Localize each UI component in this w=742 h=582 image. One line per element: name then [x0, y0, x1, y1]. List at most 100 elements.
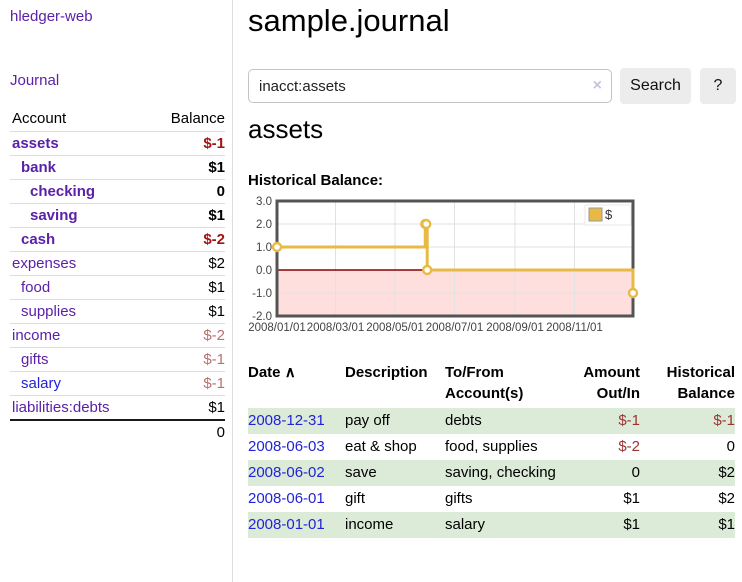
- account-row: salary $-1: [10, 371, 225, 396]
- data-point-marker: [627, 287, 639, 299]
- transaction-description: pay off: [345, 408, 445, 434]
- account-link[interactable]: gifts: [21, 351, 49, 368]
- transaction-row: 2008-12-31 pay off debts $-1 $-1: [248, 408, 735, 434]
- x-axis-tick-label: 2008/09/01: [486, 322, 544, 334]
- account-link[interactable]: assets: [12, 135, 59, 152]
- y-axis-tick-label: 3.0: [256, 196, 272, 208]
- transaction-accounts: gifts: [445, 490, 473, 507]
- transaction-row: 2008-06-01 gift gifts $1 $2: [248, 486, 735, 512]
- sort-ascending-icon: ∧: [284, 364, 296, 381]
- account-link[interactable]: salary: [21, 375, 62, 392]
- transaction-date-link[interactable]: 2008-06-01: [248, 490, 325, 507]
- transaction-row: 2008-06-03 eat & shop food, supplies $-2 0: [248, 434, 735, 460]
- date-column-header[interactable]: Date ∧: [248, 364, 296, 381]
- data-point-marker: [421, 218, 432, 230]
- account-balance: $-1: [147, 131, 225, 156]
- account-heading: assets: [248, 114, 324, 144]
- data-point-marker: [271, 241, 283, 253]
- y-axis-tick-label: -2.0: [252, 311, 272, 323]
- accounts-table: Account Balance assets $-1 bank $1 checking 0…: [10, 107, 225, 444]
- y-axis-tick-label: -1.0: [252, 288, 272, 300]
- account-balance: 0: [147, 179, 225, 204]
- account-balance: $-2: [147, 227, 225, 252]
- transaction-description: income: [345, 512, 445, 538]
- transactions-header-row: Date ∧ Description To/From Account(s) Am…: [248, 360, 735, 408]
- clear-search-icon[interactable]: ×: [592, 77, 602, 94]
- search-form: × Search ?: [248, 68, 736, 104]
- x-axis-tick-label: 2008/07/01: [426, 322, 484, 334]
- account-link[interactable]: supplies: [21, 303, 77, 320]
- search-input[interactable]: [248, 69, 612, 103]
- transaction-amount: $-2: [618, 438, 640, 455]
- historical-balance-chart: $3.0 2.0 1.0 0.0 -1.0 -2.0 2008/01/01 2008/03/0…: [248, 196, 648, 343]
- main-content: sample.journal × Search ? assets Histori…: [248, 0, 736, 582]
- transaction-amount: 0: [560, 460, 640, 486]
- account-row: assets $-1: [10, 131, 225, 156]
- amount-column-header: Amount Out/In: [583, 364, 640, 402]
- x-axis-tick-label: 2008/05/01: [366, 322, 424, 334]
- account-row: expenses $2: [10, 251, 225, 276]
- transaction-accounts: food, supplies: [445, 438, 538, 455]
- account-row: cash $-2: [10, 227, 225, 252]
- account-row: saving $1: [10, 203, 225, 228]
- transaction-accounts: saving, checking: [445, 460, 560, 486]
- transaction-amount: $1: [623, 490, 640, 507]
- account-row: bank $1: [10, 155, 225, 180]
- account-balance: $1: [147, 299, 225, 324]
- transaction-amount: $-1: [560, 408, 640, 434]
- y-axis-tick-label: 2.0: [256, 219, 272, 231]
- description-column-header: Description: [345, 364, 428, 381]
- account-balance: $-1: [147, 347, 225, 372]
- data-point-marker: [422, 264, 433, 276]
- plot-border: [275, 199, 635, 318]
- help-button[interactable]: ?: [700, 68, 736, 104]
- account-row: supplies $1: [10, 299, 225, 324]
- transaction-date-link[interactable]: 2008-06-02: [248, 464, 325, 481]
- x-axis-tick-label: 2008/03/01: [307, 322, 365, 334]
- sidebar-item-journal[interactable]: Journal: [10, 72, 60, 89]
- account-link[interactable]: saving: [30, 207, 78, 224]
- account-row: food $1: [10, 275, 225, 300]
- y-axis-tick-label: 1.0: [256, 242, 272, 254]
- transaction-description: eat & shop: [345, 438, 417, 455]
- app-title-link[interactable]: hledger-web: [10, 8, 93, 25]
- accounts-total-row: 0: [10, 419, 225, 444]
- account-balance: $2: [147, 251, 225, 276]
- accounts-column-header: To/From Account(s): [445, 364, 524, 402]
- balance-column-header: Historical Balance: [666, 364, 735, 402]
- legend-swatch: [588, 207, 603, 222]
- account-link[interactable]: food: [21, 279, 51, 296]
- search-button[interactable]: Search: [620, 68, 691, 104]
- account-balance: $1: [147, 203, 225, 228]
- transaction-balance: $1: [640, 512, 735, 538]
- transaction-date-link[interactable]: 2008-12-31: [248, 412, 325, 429]
- transaction-balance: $2: [718, 490, 735, 507]
- transaction-accounts: debts: [445, 408, 560, 434]
- sidebar: hledger-web Journal Account Balance asse…: [0, 0, 233, 582]
- x-axis-tick-label: 2008/11/01: [546, 322, 603, 334]
- account-balance: $1: [147, 275, 225, 300]
- account-row: liabilities:debts $1: [10, 395, 225, 420]
- transaction-date-link[interactable]: 2008-01-01: [248, 516, 325, 533]
- account-balance: $1: [147, 395, 225, 420]
- transaction-description: save: [345, 460, 445, 486]
- transaction-balance: $-1: [640, 408, 735, 434]
- account-link[interactable]: income: [12, 327, 61, 344]
- account-link[interactable]: expenses: [12, 255, 77, 272]
- y-axis-tick-label: 0.0: [256, 265, 272, 277]
- account-row: gifts $-1: [10, 347, 225, 372]
- accounts-header-balance: Balance: [170, 110, 225, 127]
- account-balance: $-2: [147, 323, 225, 348]
- chart-title: Historical Balance:: [248, 172, 384, 189]
- accounts-header-account: Account: [12, 110, 67, 127]
- account-balance: $1: [147, 155, 225, 180]
- transaction-balance: 0: [726, 438, 735, 455]
- account-link[interactable]: bank: [21, 159, 57, 176]
- account-link[interactable]: checking: [30, 183, 96, 200]
- account-link[interactable]: liabilities:debts: [12, 399, 110, 416]
- account-link[interactable]: cash: [21, 231, 56, 248]
- transaction-date-link[interactable]: 2008-06-03: [248, 438, 325, 455]
- account-balance: $-1: [147, 371, 225, 396]
- transactions-table: Date ∧ Description To/From Account(s) Am…: [248, 360, 735, 538]
